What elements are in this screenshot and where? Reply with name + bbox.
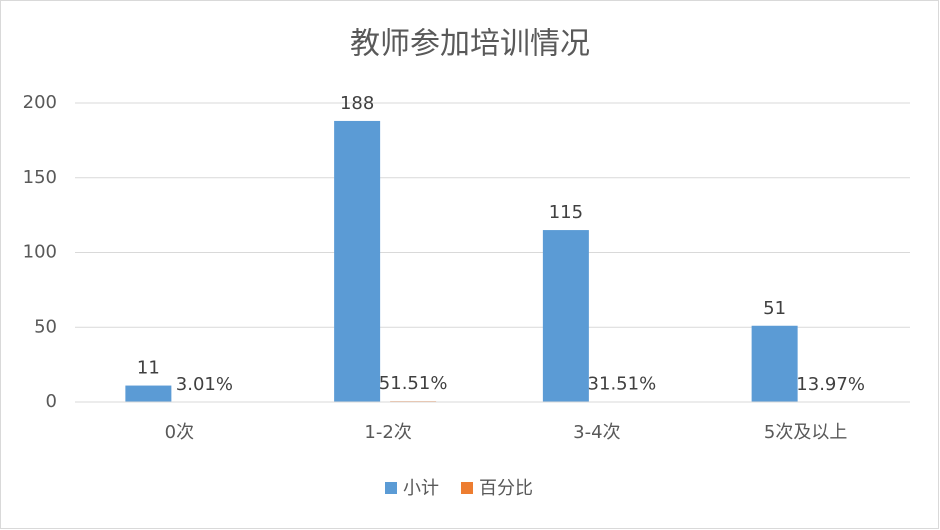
chart-title: 教师参加培训情况 [350, 27, 590, 62]
bar [751, 325, 798, 402]
x-tick-label: 0次 [165, 422, 194, 443]
y-tick-label: 100 [23, 242, 57, 263]
data-label: 188 [340, 93, 374, 114]
bar [542, 230, 589, 402]
legend-label: 小计 [403, 478, 439, 499]
data-label: 13.97% [796, 374, 865, 395]
x-tick-label: 1-2次 [364, 422, 411, 443]
legend-swatch [385, 482, 397, 494]
x-tick-label: 3-4次 [573, 422, 620, 443]
data-label: 11 [137, 358, 160, 379]
y-tick-label: 50 [34, 316, 57, 337]
legend-label: 百分比 [479, 478, 533, 499]
x-tick-label: 5次及以上 [764, 422, 847, 443]
bar [334, 120, 381, 402]
legend-swatch [461, 482, 473, 494]
bar [125, 385, 172, 402]
y-tick-label: 150 [23, 167, 57, 188]
data-label: 51.51% [379, 373, 448, 394]
y-tick-label: 200 [23, 92, 57, 113]
y-tick-label: 0 [46, 391, 57, 412]
data-label: 3.01% [176, 374, 233, 395]
data-label: 51 [763, 298, 786, 319]
data-label: 31.51% [588, 374, 657, 395]
data-label: 115 [549, 202, 583, 223]
